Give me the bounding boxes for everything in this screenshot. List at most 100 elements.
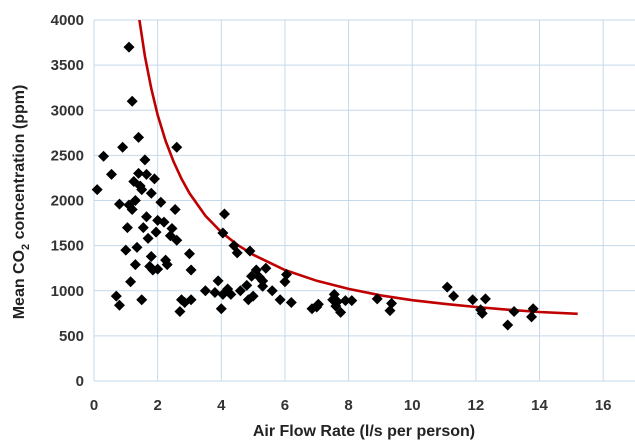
data-point-50 bbox=[185, 294, 197, 306]
data-point-51 bbox=[199, 285, 211, 297]
data-point-72 bbox=[260, 262, 272, 274]
data-points-layer bbox=[91, 41, 539, 331]
y-tick-label-3: 1500 bbox=[51, 238, 84, 255]
y-tick-label-4: 2000 bbox=[51, 193, 84, 210]
data-point-77 bbox=[285, 296, 297, 308]
data-point-3 bbox=[110, 290, 122, 302]
x-tick-label-4: 8 bbox=[344, 397, 352, 414]
data-point-92 bbox=[448, 290, 460, 302]
data-point-4 bbox=[113, 299, 125, 311]
data-point-25 bbox=[141, 168, 153, 180]
data-point-29 bbox=[145, 250, 157, 262]
data-point-62 bbox=[234, 285, 246, 297]
data-point-74 bbox=[274, 294, 286, 306]
data-point-6 bbox=[117, 141, 129, 153]
data-point-57 bbox=[218, 208, 230, 220]
data-point-16 bbox=[129, 195, 141, 206]
y-tick-label-5: 2500 bbox=[51, 147, 84, 164]
data-point-36 bbox=[155, 196, 167, 208]
data-point-30 bbox=[145, 187, 157, 199]
data-point-66 bbox=[246, 270, 258, 282]
data-point-24 bbox=[139, 154, 151, 166]
data-point-85 bbox=[335, 306, 347, 318]
y-axis-label-main: Mean CO bbox=[11, 250, 28, 319]
data-point-88 bbox=[371, 293, 383, 305]
grid bbox=[93, 19, 635, 382]
data-point-80 bbox=[312, 298, 324, 310]
data-point-43 bbox=[171, 234, 183, 246]
data-point-45 bbox=[174, 306, 186, 318]
data-point-42 bbox=[169, 204, 181, 216]
data-point-75 bbox=[279, 276, 291, 288]
x-tick-label-0: 0 bbox=[90, 397, 98, 414]
data-point-61 bbox=[231, 247, 243, 259]
data-point-44 bbox=[171, 141, 183, 153]
data-point-84 bbox=[331, 296, 343, 308]
y-tick-label-0: 0 bbox=[76, 373, 84, 390]
data-point-21 bbox=[136, 294, 148, 306]
data-point-86 bbox=[339, 295, 351, 307]
data-point-99 bbox=[526, 311, 538, 323]
data-point-56 bbox=[217, 227, 229, 239]
data-point-2 bbox=[106, 168, 118, 180]
y-tick-label-1: 500 bbox=[59, 328, 84, 345]
data-point-63 bbox=[241, 279, 253, 291]
data-point-90 bbox=[386, 297, 398, 309]
data-point-76 bbox=[281, 269, 293, 281]
y-tick-label-2: 1000 bbox=[51, 283, 84, 300]
data-point-93 bbox=[467, 294, 479, 306]
data-point-5 bbox=[113, 198, 125, 210]
y-tick-label-6: 3000 bbox=[51, 102, 84, 119]
fit-curve-1 bbox=[138, 20, 578, 316]
data-point-48 bbox=[183, 248, 195, 260]
data-point-26 bbox=[141, 211, 153, 223]
data-point-19 bbox=[133, 131, 145, 143]
x-tick-label-2: 4 bbox=[217, 397, 226, 414]
data-point-13 bbox=[126, 204, 138, 216]
data-point-33 bbox=[150, 226, 162, 238]
data-point-97 bbox=[502, 319, 514, 331]
data-point-91 bbox=[441, 281, 453, 293]
x-tick-label-8: 16 bbox=[595, 397, 612, 414]
data-point-37 bbox=[158, 216, 170, 228]
y-tick-label-8: 4000 bbox=[51, 12, 84, 29]
data-point-67 bbox=[247, 290, 259, 302]
fit-curve-layer bbox=[138, 20, 578, 316]
x-tick-label-3: 6 bbox=[281, 397, 289, 414]
y-axis-label-subscript: 2 bbox=[20, 244, 32, 250]
data-point-96 bbox=[479, 293, 491, 305]
data-point-23 bbox=[137, 222, 149, 234]
data-point-95 bbox=[476, 307, 488, 319]
data-point-0 bbox=[91, 184, 103, 196]
data-point-11 bbox=[125, 276, 137, 288]
data-point-52 bbox=[209, 287, 221, 299]
x-tick-label-5: 10 bbox=[404, 397, 421, 414]
data-point-27 bbox=[142, 232, 154, 244]
data-point-71 bbox=[257, 280, 269, 292]
data-point-22 bbox=[136, 184, 148, 196]
x-tick-label-7: 14 bbox=[531, 397, 548, 414]
x-tick-label-1: 2 bbox=[153, 397, 161, 414]
y-axis-label-rest: concentration (ppm) bbox=[11, 85, 28, 244]
data-point-73 bbox=[266, 285, 278, 297]
data-point-17 bbox=[131, 241, 143, 253]
y-tick-label-7: 3500 bbox=[51, 57, 84, 74]
data-point-35 bbox=[152, 263, 164, 275]
data-point-65 bbox=[244, 245, 256, 257]
data-point-98 bbox=[508, 306, 520, 318]
data-point-12 bbox=[126, 95, 138, 107]
data-point-100 bbox=[527, 303, 539, 315]
data-point-89 bbox=[384, 305, 396, 317]
data-point-54 bbox=[215, 303, 227, 315]
data-point-53 bbox=[212, 275, 224, 287]
data-point-7 bbox=[120, 244, 132, 256]
data-point-32 bbox=[148, 173, 160, 185]
data-point-10 bbox=[123, 41, 135, 53]
x-tick-label-6: 12 bbox=[468, 397, 485, 414]
data-point-15 bbox=[129, 259, 141, 271]
y-axis-label: Mean CO2 concentration (ppm) bbox=[11, 85, 32, 320]
data-point-41 bbox=[166, 222, 178, 234]
data-point-18 bbox=[133, 167, 145, 179]
data-point-8 bbox=[121, 222, 133, 234]
